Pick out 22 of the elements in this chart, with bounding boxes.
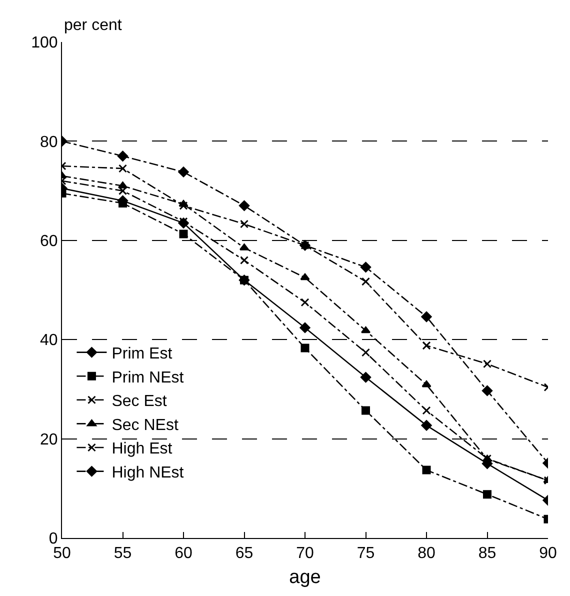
x-tick-label: 75 [356,545,375,562]
x-tick-label: 90 [539,545,557,562]
y-tick-label: 0 [48,530,58,548]
legend-label: High NEst [112,464,184,482]
y-tick-label: 80 [40,134,58,151]
x-tick-label: 65 [235,545,254,562]
x-axis-title: age [289,567,321,588]
y-axis-title: per cent [64,17,122,34]
x-tick-label: 60 [174,545,192,562]
y-tick-label: 60 [40,233,58,250]
legend-label: Sec NEst [112,416,179,434]
y-tick-label: 20 [40,431,58,448]
legend-label: Prim Est [112,346,173,363]
x-tick-label: 85 [478,545,496,562]
x-tick-label: 55 [114,545,132,562]
legend-label: Sec Est [112,393,168,410]
x-tick-label: 80 [418,545,436,562]
x-tick-label: 50 [53,545,71,562]
x-tick-label: 70 [296,545,314,562]
y-tick-label: 40 [40,332,58,350]
legend-label: Prim NEst [112,369,184,386]
y-tick-label: 100 [31,34,58,52]
